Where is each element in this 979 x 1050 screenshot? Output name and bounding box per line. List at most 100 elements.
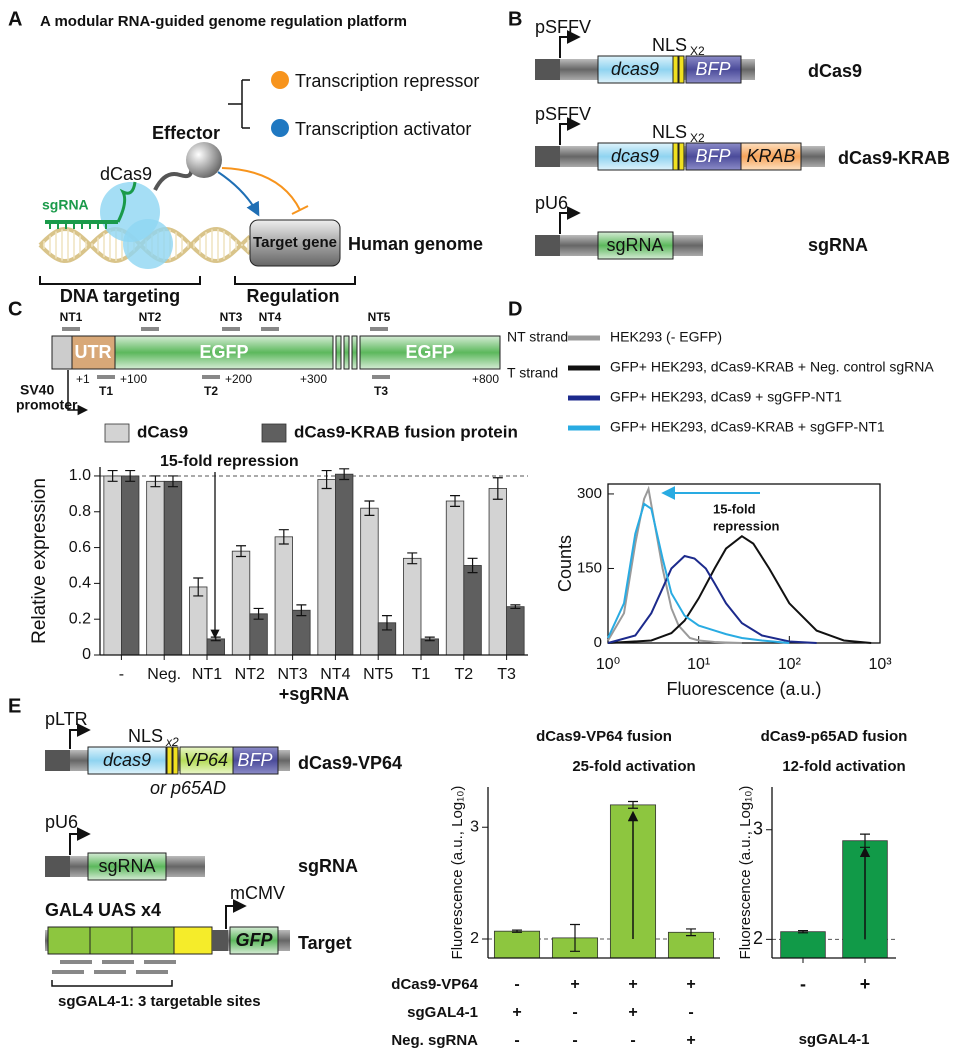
- gene-label: BFP: [695, 146, 730, 166]
- y-tick-label: 3: [470, 818, 479, 835]
- promoter-label: SV40: [20, 382, 54, 398]
- construct: pSFFV NLS X2 dcas9 BFP dCas9: [535, 17, 862, 84]
- bar: [420, 638, 439, 656]
- nls-box: [172, 746, 179, 775]
- bracket: [228, 79, 250, 129]
- promoter-arrow: [69, 827, 91, 855]
- error-bar: [450, 495, 461, 507]
- repressor-label: Transcription repressor: [295, 71, 479, 91]
- bar: [292, 609, 311, 656]
- egfp-map: UTR EGFP EGFP NT1 NT2 NT3 NT4 NT5 T1 T2 …: [16, 310, 568, 416]
- construct-name: dCas9-KRAB: [838, 148, 950, 168]
- x-axis-label: sgGAL4-1: [799, 1031, 870, 1048]
- panel-label: C: [8, 298, 22, 320]
- y-tick-label: 0: [594, 634, 602, 651]
- gene-box: [597, 55, 674, 84]
- genome-label: Human genome: [348, 234, 483, 254]
- y-tick-label: 2: [470, 930, 479, 947]
- error-bar: [628, 800, 638, 809]
- y-axis-label: Relative expression: [29, 478, 50, 644]
- row-value: -: [688, 1004, 693, 1021]
- construct: mCMV GAL4 UAS x4 GFP Target sgGAL4-1: 3 …: [45, 883, 352, 1010]
- gene-label: sgRNA: [98, 856, 155, 876]
- y-axis-label: Counts: [555, 535, 575, 592]
- site-label: NT2: [139, 310, 162, 324]
- chart-title: dCas9-p65AD fusion: [761, 728, 908, 745]
- row-value: -: [572, 1004, 577, 1021]
- construct-name: sgRNA: [808, 235, 868, 255]
- uas-box: [131, 926, 175, 955]
- nls-sub: x2: [165, 735, 179, 749]
- promoter-block: [535, 235, 560, 256]
- construct-name: dCas9-VP64: [298, 753, 402, 773]
- bar: [493, 930, 541, 959]
- position-label: +800: [472, 372, 499, 386]
- panel-label: A: [8, 8, 22, 30]
- error-bar: [381, 615, 392, 631]
- gene-box: [597, 231, 674, 260]
- bar: [121, 475, 140, 656]
- gene-label: sgRNA: [606, 235, 663, 255]
- position-label: +1: [76, 372, 90, 386]
- promoter-arrow: [67, 370, 89, 416]
- y-tick-label: 0.2: [69, 610, 91, 627]
- row-label: Neg. sgRNA: [391, 1032, 478, 1049]
- strand-label: T strand: [507, 365, 558, 381]
- nls-box: [678, 55, 685, 84]
- activator-label: Transcription activator: [295, 119, 471, 139]
- linker: [153, 162, 194, 191]
- gene-box: [597, 142, 674, 171]
- gene-box: [87, 746, 167, 775]
- error-bar: [278, 529, 289, 545]
- construct: pU6 sgRNA sgRNA: [535, 193, 868, 260]
- effector-sphere: [186, 142, 222, 178]
- annotation: 25-fold activation: [572, 758, 695, 775]
- construct: pLTR NLS x2 dcas9 VP64 BFP or p65AD dCas…: [45, 709, 402, 798]
- nls-sub: X2: [690, 131, 705, 145]
- promoter-arrow: [225, 899, 247, 929]
- promoter-label: pLTR: [45, 709, 88, 729]
- nls-label: NLS: [652, 122, 687, 142]
- x-tick-label: NT3: [277, 666, 307, 683]
- y-tick-label: 300: [577, 485, 602, 502]
- x-tick-label: 10³: [868, 656, 892, 673]
- egfp-stripe: [343, 335, 350, 370]
- uas-box: [89, 926, 133, 955]
- bar: [780, 931, 826, 959]
- site-label: NT1: [60, 310, 83, 324]
- legend-swatch: [104, 423, 130, 443]
- bracket: [234, 276, 356, 285]
- nls-box: [678, 142, 685, 171]
- chart-title: dCas9-VP64 fusion: [536, 728, 672, 745]
- error-bar: [193, 577, 204, 597]
- dcas9-label: dCas9: [100, 164, 152, 184]
- bar: [506, 606, 525, 656]
- utr-box: [71, 335, 116, 370]
- row-value: +: [686, 976, 695, 993]
- egfp-label: EGFP: [199, 342, 248, 362]
- bracket: [39, 276, 201, 285]
- site-label: T2: [204, 384, 218, 398]
- promoter-block: [51, 335, 73, 370]
- sites-label: sgGAL4-1: 3 targetable sites: [58, 993, 261, 1010]
- egfp-box: [359, 335, 501, 370]
- repression-arrow: [221, 167, 301, 211]
- x-tick-label: 10¹: [687, 656, 710, 673]
- nls-box: [672, 55, 679, 84]
- annotation: 15-fold: [713, 501, 756, 516]
- panel-label: D: [508, 298, 522, 320]
- promoter-block: [45, 856, 70, 877]
- y-tick-label: 150: [577, 559, 602, 576]
- bar: [231, 550, 251, 656]
- construct-name: dCas9: [808, 61, 862, 81]
- repression-bar: [291, 205, 309, 215]
- legend-label: HEK293 (- EGFP): [610, 329, 722, 345]
- promoter-block: [45, 750, 70, 771]
- annotation: repression: [713, 518, 780, 533]
- nls-sub: X2: [690, 44, 705, 58]
- promoter-arrow: [559, 117, 581, 145]
- x-tick-label: 10²: [778, 656, 802, 673]
- histogram-line: [607, 534, 872, 644]
- x-tick-label: 10⁰: [596, 656, 620, 673]
- bar: [249, 613, 268, 656]
